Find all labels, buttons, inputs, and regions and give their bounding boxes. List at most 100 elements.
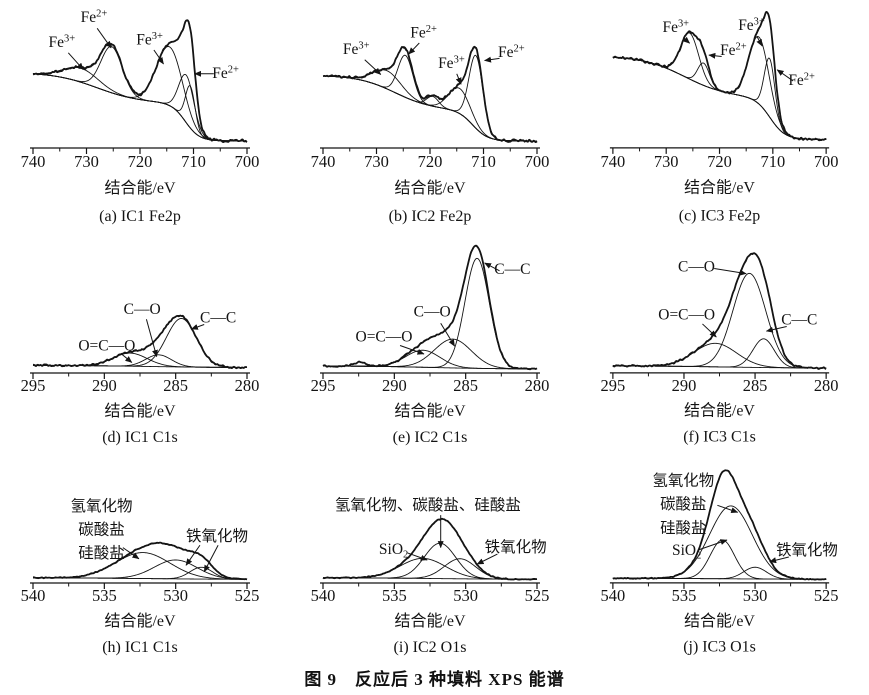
component-curve bbox=[322, 558, 537, 580]
peak-label: C—C bbox=[781, 312, 817, 329]
component-curve bbox=[612, 342, 827, 369]
component-curve bbox=[612, 338, 827, 369]
x-tick-label: 290 bbox=[672, 376, 697, 395]
subplot-cell-j: 540 535 530 525 结合能/eV (j) IC3 O1s 氢氧化物 碳酸盐 硅酸盐 S… bbox=[580, 450, 869, 663]
annotation-arrow bbox=[122, 547, 140, 560]
x-tick-label: 700 bbox=[235, 152, 260, 171]
experimental-curve bbox=[32, 314, 248, 370]
peak-label: Fe3+ bbox=[343, 41, 370, 59]
x-tick-label: 730 bbox=[364, 152, 389, 171]
x-tick-label: 290 bbox=[92, 376, 117, 395]
x-axis-label: 结合能/eV bbox=[684, 402, 755, 420]
annotation-arrow bbox=[698, 539, 728, 551]
component-curve bbox=[322, 54, 538, 142]
annotation-arrow bbox=[702, 323, 717, 338]
subplot-caption: (d) IC1 C1s bbox=[102, 429, 178, 446]
component-curve bbox=[322, 54, 538, 142]
peak-label: Fe3+ bbox=[49, 34, 76, 52]
experimental-curve bbox=[322, 244, 538, 371]
annotation-arrow bbox=[190, 324, 205, 330]
x-tick-label: 740 bbox=[601, 152, 626, 171]
annotation-arrow bbox=[153, 49, 164, 65]
experimental-curve bbox=[612, 469, 827, 581]
peak-label: Fe2+ bbox=[212, 65, 239, 83]
component-curve bbox=[32, 73, 248, 142]
annotation-arrow bbox=[484, 56, 500, 63]
subplot-cell-h: 540 535 530 525 结合能/eV (h) IC1 C1s 氢氧化物 碳酸盐 硅酸盐 铁… bbox=[0, 450, 290, 663]
component-curve bbox=[322, 557, 537, 580]
x-tick-label: 285 bbox=[163, 376, 188, 395]
x-tick-label: 720 bbox=[418, 152, 443, 171]
subplot-caption: (c) IC3 Fe2p bbox=[679, 208, 760, 225]
x-tick-label: 285 bbox=[743, 376, 768, 395]
annotation-arrow bbox=[67, 52, 84, 70]
experimental-curve bbox=[32, 541, 248, 581]
x-tick-label: 540 bbox=[601, 586, 626, 605]
x-tick-label: 720 bbox=[128, 152, 153, 171]
x-axis-label: 结合能/eV bbox=[104, 612, 176, 630]
x-tick-label: 730 bbox=[654, 152, 679, 171]
peak-label: C—O bbox=[414, 304, 451, 321]
subplot-d: 295 290 285 280 结合能/eV (d) IC1 C1s C—O O=C—O C—C bbox=[21, 301, 260, 446]
peak-label: 硅酸盐 bbox=[78, 544, 125, 562]
subplot-caption: (a) IC1 Fe2p bbox=[99, 208, 181, 225]
peak-label: C—O bbox=[124, 301, 161, 318]
peak-label: 氢氧化物、碳酸盐、硅酸盐 bbox=[335, 496, 521, 514]
peak-label: C—O bbox=[678, 258, 715, 275]
x-axis-label: 结合能/eV bbox=[684, 612, 755, 630]
x-tick-label: 525 bbox=[235, 586, 260, 605]
x-axis-label: 结合能/eV bbox=[104, 179, 176, 197]
x-tick-label: 710 bbox=[181, 152, 206, 171]
subplot-grid: 740 730 720 710 700 结合能/eV (a) IC1 Fe2p Fe2+ Fe3… bbox=[0, 0, 869, 663]
peak-label: O=C—O bbox=[356, 329, 413, 346]
x-tick-label: 700 bbox=[814, 152, 839, 171]
x-tick-label: 730 bbox=[74, 152, 99, 171]
x-tick-label: 710 bbox=[471, 152, 496, 171]
annotation-arrow bbox=[120, 352, 133, 363]
experimental-curve bbox=[322, 517, 538, 581]
x-axis-label: 结合能/eV bbox=[394, 179, 466, 197]
subplot-cell-b: 740 730 720 710 700 结合能/eV (b) IC2 Fe2p Fe3+ Fe2… bbox=[290, 0, 580, 230]
subplot-i: 540 535 530 525 结合能/eV (i) IC2 O1s 氢氧化物、碳酸盐、硅酸… bbox=[311, 496, 550, 656]
component-curve bbox=[612, 56, 827, 140]
peak-label: 铁氧化物 bbox=[186, 527, 248, 545]
x-tick-label: 295 bbox=[601, 376, 626, 395]
annotation-arrow bbox=[756, 36, 763, 47]
peak-label: 铁氧化物 bbox=[485, 538, 547, 556]
peak-label: 碳酸盐 bbox=[78, 521, 125, 539]
peak-label: C—C bbox=[494, 261, 530, 278]
peak-label: Fe2+ bbox=[788, 72, 815, 89]
annotation-arrow bbox=[708, 52, 722, 59]
x-tick-label: 740 bbox=[21, 152, 46, 171]
annotation-arrow bbox=[776, 69, 794, 82]
background-curve bbox=[32, 73, 248, 142]
experimental-curve bbox=[322, 46, 538, 143]
peak-label: Fe3+ bbox=[738, 17, 765, 34]
component-curve bbox=[322, 75, 538, 142]
x-tick-label: 285 bbox=[453, 376, 478, 395]
peak-label: Fe3+ bbox=[136, 31, 163, 49]
annotation-arrow bbox=[440, 322, 456, 347]
x-tick-label: 535 bbox=[92, 586, 117, 605]
subplot-caption: (b) IC2 Fe2p bbox=[389, 208, 472, 225]
x-tick-label: 525 bbox=[814, 586, 839, 605]
annotation-arrow bbox=[714, 267, 747, 276]
x-tick-label: 700 bbox=[525, 152, 550, 171]
annotation-arrow bbox=[96, 28, 112, 49]
annotation-arrow bbox=[455, 73, 462, 85]
x-tick-label: 710 bbox=[761, 152, 786, 171]
annotation-arrow bbox=[682, 36, 691, 44]
figure-caption: 图 9 反应后 3 种填料 XPS 能谱 bbox=[304, 670, 565, 689]
experimental-curve bbox=[32, 19, 248, 144]
annotation-arrow bbox=[145, 319, 158, 358]
annotation-arrow bbox=[717, 504, 739, 514]
x-tick-label: 280 bbox=[814, 376, 839, 395]
component-curve bbox=[322, 75, 538, 142]
x-tick-label: 290 bbox=[382, 376, 407, 395]
annotation-arrow bbox=[408, 42, 420, 55]
background-curve bbox=[612, 56, 827, 140]
annotation-arrow bbox=[399, 345, 425, 355]
